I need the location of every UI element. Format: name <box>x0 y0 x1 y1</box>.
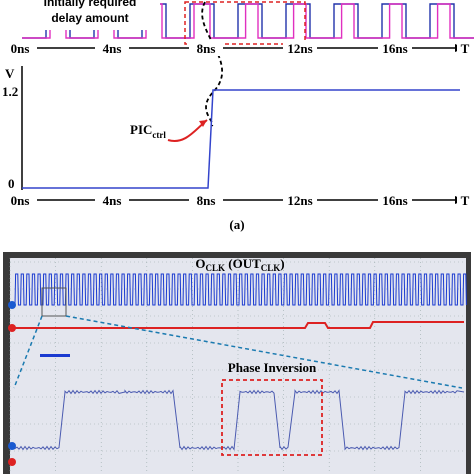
pic-label: PICctrl <box>130 122 166 140</box>
label-bg <box>95 40 129 56</box>
top-axis: 0ns 4ns 8ns 12ns 16ns T <box>3 40 473 56</box>
t: (OUT <box>225 256 261 271</box>
t: ) <box>280 256 284 271</box>
channel-marker <box>8 458 16 466</box>
arrow-head <box>199 120 207 127</box>
pic-signal <box>22 89 460 189</box>
label-sub: ctrl <box>152 130 166 140</box>
y-label: 0 <box>8 176 15 191</box>
x-label: 0ns <box>11 41 30 56</box>
y-label: 1.2 <box>2 84 18 99</box>
label-bg <box>378 40 412 56</box>
x-label: 4ns <box>103 41 122 56</box>
caption: (a) <box>229 217 244 232</box>
label-bg <box>3 40 37 56</box>
marker <box>40 354 70 357</box>
label-bg <box>95 192 129 208</box>
label-bg <box>189 40 223 56</box>
x-label: T <box>461 41 470 56</box>
label-bg <box>189 192 223 208</box>
x-label: 0ns <box>11 193 30 208</box>
annotation-line: delay amount <box>51 11 128 25</box>
y-axis-label: V <box>5 66 15 81</box>
output-trace <box>14 389 465 451</box>
label-bg <box>283 192 317 208</box>
label-bg <box>283 40 317 56</box>
label-bg <box>457 192 473 208</box>
scope-waveforms <box>14 273 467 451</box>
middle-axis: 0ns 4ns 8ns 12ns 16ns T <box>3 192 473 208</box>
x-label: 12ns <box>287 193 312 208</box>
scope-title: OCLK (OUTCLK) <box>195 256 284 273</box>
x-label: 4ns <box>103 193 122 208</box>
x-label: 8ns <box>197 41 216 56</box>
link-curve <box>201 1 223 127</box>
delay-box <box>184 1 306 45</box>
scope-annotation: Phase Inversion <box>228 360 317 375</box>
x-label: 8ns <box>197 193 216 208</box>
x-label: T <box>461 193 470 208</box>
annotation-line: Initially required <box>44 0 137 9</box>
channel-marker <box>8 442 16 450</box>
clock-trace <box>14 273 467 306</box>
channel-marker <box>8 301 16 309</box>
annotation-bg <box>20 0 160 30</box>
t: CLK <box>206 263 226 273</box>
ctrl-trace <box>15 321 464 329</box>
label-main: PIC <box>130 122 152 137</box>
label-bg <box>3 192 37 208</box>
zoom-line <box>13 315 43 389</box>
zoom-box <box>41 287 67 317</box>
label-bg <box>378 192 412 208</box>
x-label: 12ns <box>287 41 312 56</box>
inversion-box <box>221 379 323 456</box>
x-label: 16ns <box>382 41 407 56</box>
t: O <box>195 256 205 271</box>
t: CLK <box>261 263 281 273</box>
x-label: 16ns <box>382 193 407 208</box>
label-bg <box>457 40 473 56</box>
channel-marker <box>8 324 16 332</box>
